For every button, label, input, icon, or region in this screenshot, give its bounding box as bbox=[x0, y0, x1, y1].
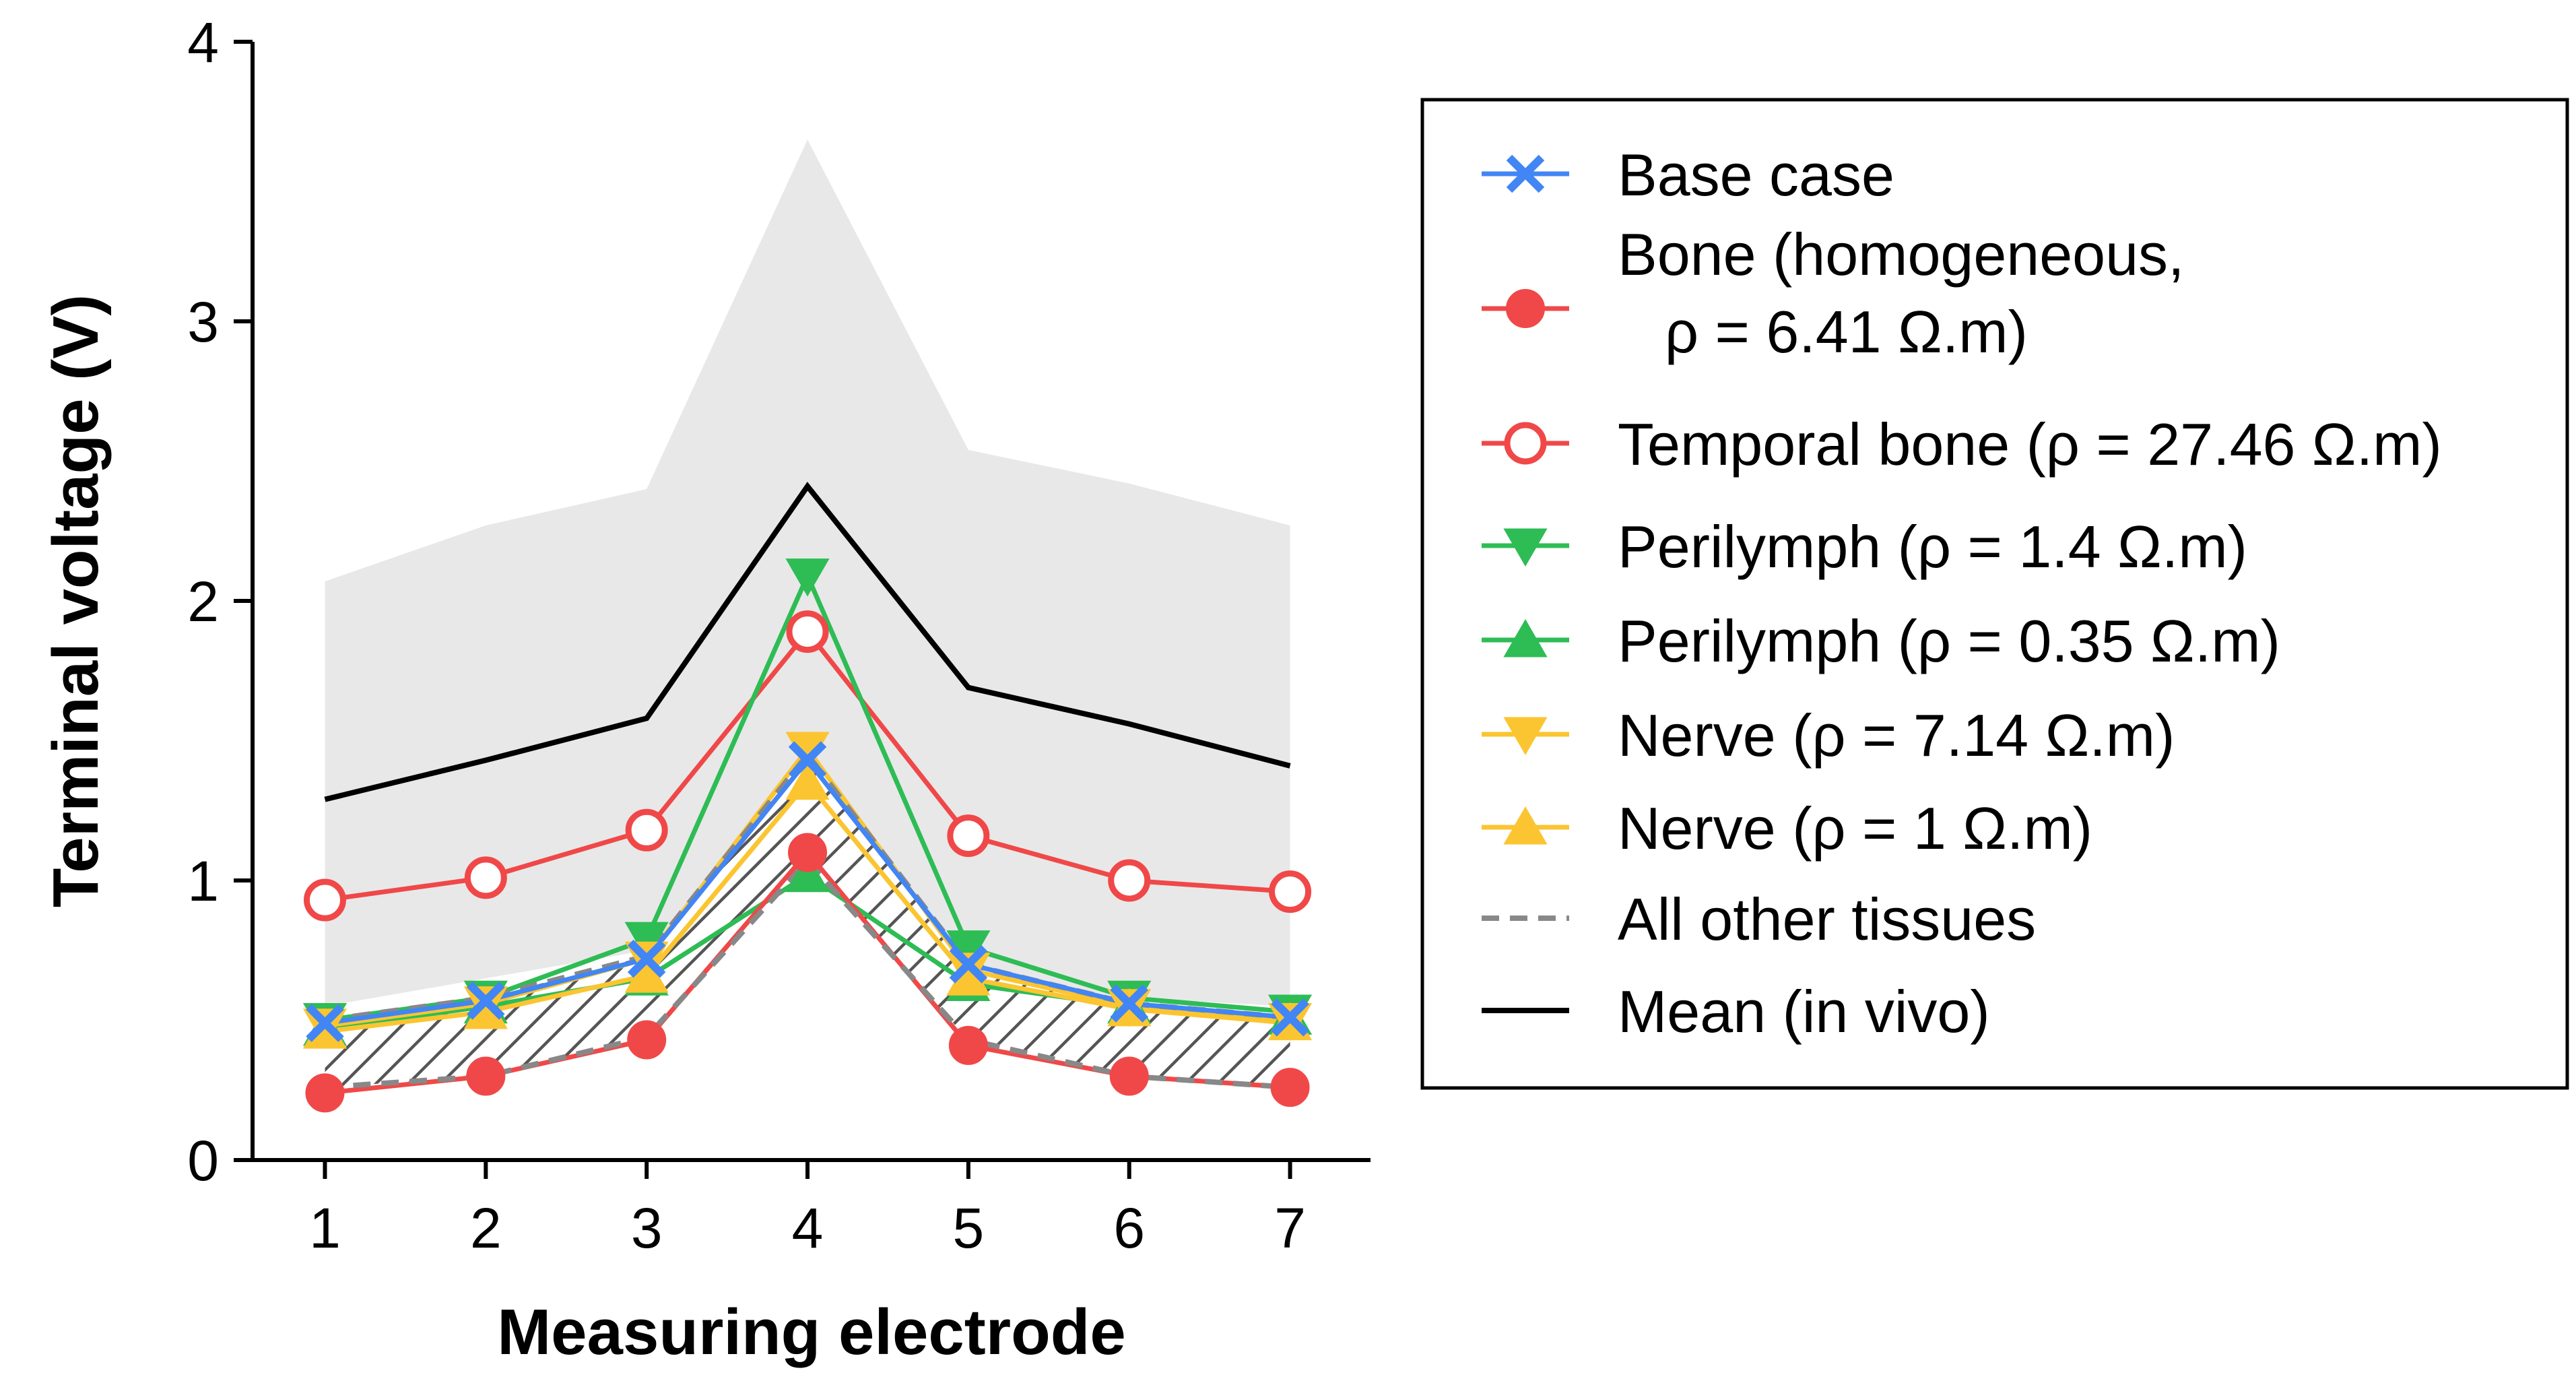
legend-label-line: Bone (homogeneous, bbox=[1618, 221, 2185, 288]
ticks: 1 2 3 4 5 6 7 0 1 2 3 4 bbox=[187, 11, 1306, 1260]
series-0-point-7 bbox=[1271, 998, 1309, 1037]
series-6-point-4 bbox=[785, 761, 830, 800]
legend-marker-4 bbox=[1503, 618, 1548, 657]
legend: Base case Bone (homogeneous, ρ = 6.41 Ω.m)… bbox=[1420, 98, 2569, 1090]
x-tick-label: 2 bbox=[470, 1196, 502, 1260]
legend-item-7: All other tissues bbox=[1482, 886, 2036, 953]
y-axis-title: Terminal voltage (V) bbox=[40, 294, 112, 907]
series-1-point-5 bbox=[948, 1025, 988, 1065]
legend-item-1: Bone (homogeneous, ρ = 6.41 Ω.m) bbox=[1482, 221, 2185, 365]
legend-label-1: Bone (homogeneous, ρ = 6.41 Ω.m) bbox=[1618, 221, 2185, 365]
legend-item-5: Nerve (ρ = 7.14 Ω.m) bbox=[1482, 702, 2175, 769]
legend-label-8: Mean (in vivo) bbox=[1618, 978, 1990, 1045]
x-tick-label: 3 bbox=[631, 1196, 663, 1260]
legend-label-0: Base case bbox=[1618, 141, 1894, 208]
x-tick-label: 5 bbox=[953, 1196, 985, 1260]
legend-marker-1 bbox=[1506, 289, 1545, 328]
series-2-point-1 bbox=[303, 878, 346, 922]
series-3-point-4 bbox=[785, 558, 830, 597]
series-0-point-4 bbox=[788, 741, 827, 779]
x-tick-label: 1 bbox=[309, 1196, 341, 1260]
legend-items: Base case Bone (homogeneous, ρ = 6.41 Ω.m)… bbox=[1482, 141, 2442, 1045]
series-1-point-2 bbox=[466, 1056, 506, 1096]
x-tick-label: 7 bbox=[1274, 1196, 1306, 1260]
legend-label-line: ρ = 6.41 Ω.m) bbox=[1665, 298, 2028, 365]
legend-label-4: Perilymph (ρ = 0.35 Ω.m) bbox=[1618, 608, 2280, 674]
series-3-point-3 bbox=[624, 922, 669, 961]
y-tick-label: 2 bbox=[187, 570, 219, 633]
series-2-point-2 bbox=[464, 856, 507, 899]
series-1-point-1 bbox=[305, 1073, 345, 1113]
series-1-point-6 bbox=[1109, 1056, 1149, 1096]
y-tick-label: 3 bbox=[187, 290, 219, 354]
series-0-point-6 bbox=[1110, 984, 1148, 1023]
legend-label-5: Nerve (ρ = 7.14 Ω.m) bbox=[1618, 702, 2175, 769]
series-0-point-2 bbox=[467, 982, 505, 1020]
legend-label-3: Perilymph (ρ = 1.4 Ω.m) bbox=[1618, 513, 2247, 580]
series-0-point-3 bbox=[627, 939, 666, 978]
legend-item-6: Nerve (ρ = 1 Ω.m) bbox=[1482, 795, 2092, 862]
series-2-point-4 bbox=[786, 610, 829, 653]
legend-marker-6 bbox=[1503, 806, 1548, 845]
legend-label-7: All other tissues bbox=[1618, 886, 2036, 953]
x-tick-label: 4 bbox=[792, 1196, 824, 1260]
legend-item-4: Perilymph (ρ = 0.35 Ω.m) bbox=[1482, 608, 2280, 674]
legend-box bbox=[1420, 98, 2569, 1090]
y-tick-label: 1 bbox=[187, 849, 219, 913]
legend-marker-0 bbox=[1506, 154, 1545, 193]
legend-item-2: Temporal bone (ρ = 27.46 Ω.m) bbox=[1482, 411, 2442, 478]
series-1-point-3 bbox=[627, 1020, 667, 1060]
legend-item-8: Mean (in vivo) bbox=[1482, 978, 1990, 1045]
series-1-point-7 bbox=[1270, 1068, 1310, 1107]
legend-marker-2 bbox=[1504, 422, 1547, 465]
series-2-point-3 bbox=[625, 808, 668, 852]
y-tick-label: 4 bbox=[187, 11, 219, 74]
legend-item-3: Perilymph (ρ = 1.4 Ω.m) bbox=[1482, 513, 2247, 580]
series-2-point-5 bbox=[947, 814, 990, 858]
series-0-point-1 bbox=[306, 1004, 344, 1042]
series-0-point-5 bbox=[949, 945, 988, 984]
legend-item-0: Base case bbox=[1482, 141, 1894, 208]
legend-marker-3 bbox=[1503, 528, 1548, 567]
series-2-point-7 bbox=[1269, 870, 1312, 913]
series-2-point-6 bbox=[1108, 859, 1151, 902]
y-tick-label: 0 bbox=[187, 1129, 219, 1192]
other-tissues-hatch-band bbox=[325, 754, 1290, 1088]
legend-label-2: Temporal bone (ρ = 27.46 Ω.m) bbox=[1618, 411, 2442, 478]
series-markers bbox=[302, 558, 1313, 1113]
legend-label-6: Nerve (ρ = 1 Ω.m) bbox=[1618, 795, 2092, 862]
legend-marker-5 bbox=[1503, 717, 1548, 756]
series-1-point-4 bbox=[788, 833, 828, 872]
x-tick-label: 6 bbox=[1113, 1196, 1145, 1260]
x-axis-title: Measuring electrode bbox=[497, 1296, 1126, 1368]
series-8-line bbox=[324, 482, 1291, 802]
series-4-point-4 bbox=[785, 854, 830, 893]
